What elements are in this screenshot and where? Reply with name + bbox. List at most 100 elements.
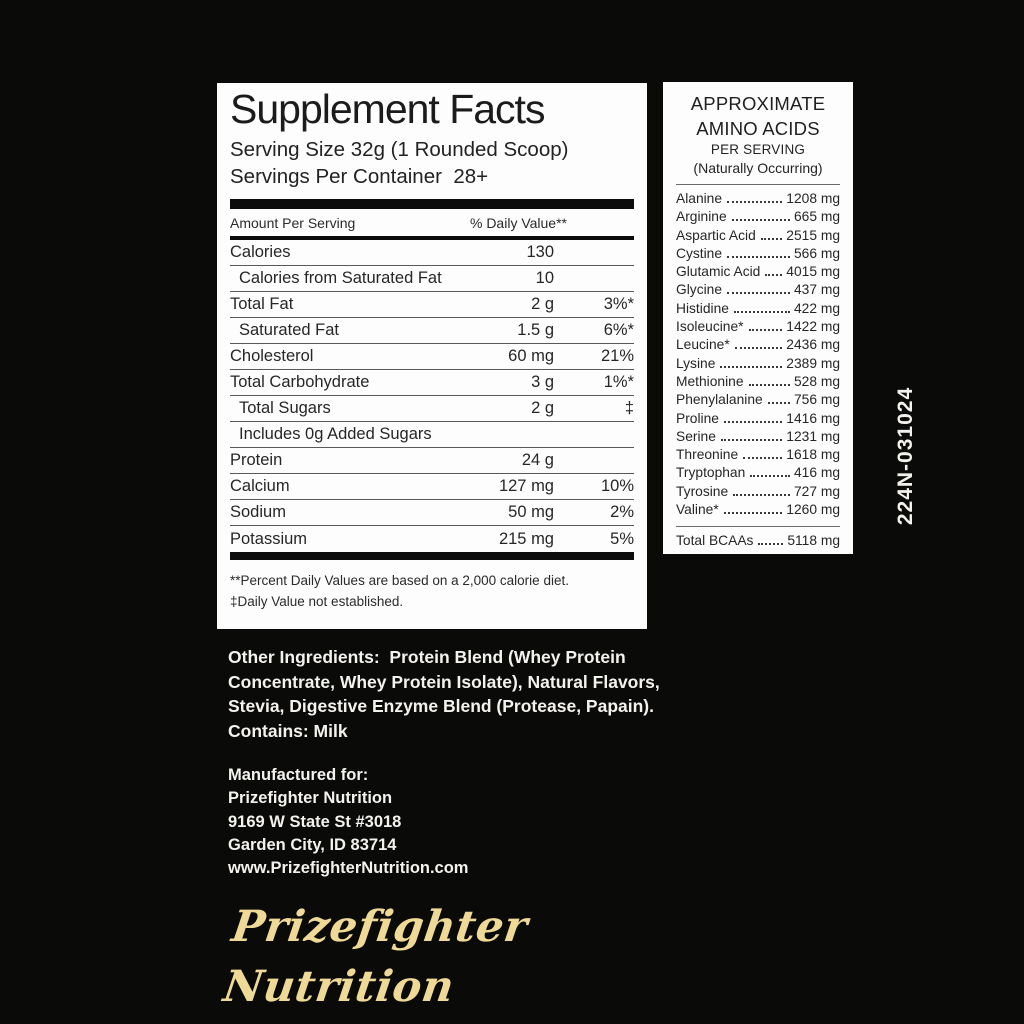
nutrient-label: Calories from Saturated Fat bbox=[239, 269, 442, 287]
amino-acid-amount: 665 mg bbox=[793, 209, 840, 225]
amino-acid-name: Aspartic Acid bbox=[676, 227, 756, 243]
footnote-daily-values: **Percent Daily Values are based on a 2,… bbox=[230, 573, 569, 588]
nutrient-label: Cholesterol bbox=[230, 347, 314, 365]
column-header-amount: Amount Per Serving bbox=[230, 214, 356, 231]
amino-acid-row: Lysine 2389 mg bbox=[676, 356, 840, 374]
nutrient-label: Protein bbox=[230, 451, 283, 469]
amino-acid-row: Alanine 1208 mg bbox=[676, 191, 840, 209]
footnote-dv-not-established: ‡Daily Value not established. bbox=[230, 594, 404, 609]
manufacturer-info: Manufactured for: Prizefighter Nutrition… bbox=[228, 764, 648, 880]
table-column-headers: Amount Per Serving % Daily Value** bbox=[230, 209, 634, 236]
supplement-facts-title: Supplement Facts bbox=[230, 86, 545, 132]
amino-acid-amount: 727 mg bbox=[793, 483, 840, 499]
amino-acid-name: Methionine bbox=[676, 373, 744, 389]
dot-leader bbox=[750, 475, 790, 478]
amino-acid-row: Proline 1416 mg bbox=[676, 411, 840, 429]
nutrient-daily-value: 5% bbox=[610, 529, 634, 548]
amino-acid-name: Glutamic Acid bbox=[676, 264, 761, 280]
nutrient-daily-value: 21% bbox=[600, 347, 634, 365]
product-lot-code: 224N-031024 bbox=[894, 386, 917, 526]
nutrient-label: Calories bbox=[230, 243, 291, 261]
servings-per-container: Servings Per Container 28+ bbox=[230, 165, 489, 188]
serving-size: Serving Size 32g (1 Rounded Scoop) bbox=[230, 138, 569, 161]
amino-acid-amount: 422 mg bbox=[793, 300, 840, 316]
dot-leader bbox=[743, 457, 783, 460]
amino-acid-row: Glycine 437 mg bbox=[676, 282, 840, 300]
amino-title-line2: AMINO ACIDS bbox=[696, 118, 820, 139]
amino-acid-name: Alanine bbox=[676, 191, 723, 206]
amino-acid-row: Serine 1231 mg bbox=[676, 429, 840, 447]
footnotes: **Percent Daily Values are based on a 2,… bbox=[230, 570, 634, 612]
column-header-daily-value: % Daily Value** bbox=[469, 214, 567, 231]
table-row: Saturated Fat 1.5 g 6%* bbox=[230, 318, 634, 344]
other-ingredients-line: Other Ingredients: Protein Blend (Whey P… bbox=[228, 647, 626, 667]
amino-acid-amount: 1208 mg bbox=[786, 191, 840, 206]
nutrient-label: Sodium bbox=[230, 503, 286, 521]
amino-acid-amount: 437 mg bbox=[793, 282, 840, 298]
amino-acid-name: Isoleucine* bbox=[676, 319, 744, 335]
brand-logo-script: Prizefighter Nutrition bbox=[220, 902, 531, 1012]
amino-acid-amount: 1422 mg bbox=[786, 319, 840, 335]
nutrient-amount: 10 bbox=[535, 269, 554, 287]
table-row: Total Sugars 2 g ‡ bbox=[230, 396, 634, 422]
amino-acid-row: Tryptophan 416 mg bbox=[676, 465, 840, 483]
amino-separator-bottom bbox=[676, 526, 840, 528]
amino-acid-row: Leucine* 2436 mg bbox=[676, 337, 840, 355]
divider-bar-bottom bbox=[230, 552, 634, 560]
dot-leader bbox=[748, 383, 790, 386]
amino-acid-row: Tyrosine 727 mg bbox=[676, 484, 840, 502]
amino-acid-row: Phenylalanine 756 mg bbox=[676, 392, 840, 410]
amino-acid-row: Aspartic Acid 2515 mg bbox=[676, 228, 840, 246]
amino-acid-row: Glutamic Acid 4015 mg bbox=[676, 264, 840, 282]
amino-acid-amount: 1231 mg bbox=[786, 428, 840, 444]
amino-acid-row: Cystine 566 mg bbox=[676, 246, 840, 264]
amino-total-label: Total BCAAs bbox=[676, 533, 754, 549]
amino-acid-amount: 416 mg bbox=[793, 465, 840, 481]
dot-leader bbox=[723, 512, 783, 515]
table-row: Total Carbohydrate 3 g 1%* bbox=[230, 370, 634, 396]
dot-leader bbox=[720, 438, 783, 441]
amino-acid-amount: 2389 mg bbox=[786, 355, 840, 371]
table-row: Calcium 127 mg 10% bbox=[230, 474, 634, 500]
dot-leader bbox=[765, 274, 783, 277]
nutrition-table: Calories 130 Calories from Saturated Fat… bbox=[230, 240, 634, 552]
nutrient-label: Saturated Fat bbox=[239, 321, 339, 339]
nutrient-label: Total Carbohydrate bbox=[230, 373, 370, 391]
nutrient-amount: 2 g bbox=[531, 295, 554, 313]
amino-acid-amount: 566 mg bbox=[793, 245, 840, 261]
amino-acid-name: Cystine bbox=[676, 245, 723, 261]
nutrient-amount: 127 mg bbox=[498, 477, 554, 495]
amino-separator-top bbox=[676, 184, 840, 185]
amino-title-line1: APPROXIMATE bbox=[690, 93, 826, 114]
amino-acid-name: Threonine bbox=[676, 447, 739, 463]
other-ingredients-line: Stevia, Digestive Enzyme Blend (Protease… bbox=[228, 696, 654, 717]
amino-subtitle-naturally-occurring: (Naturally Occurring) bbox=[693, 160, 823, 176]
amino-acid-name: Proline bbox=[676, 410, 719, 426]
table-row: Cholesterol 60 mg 21% bbox=[230, 344, 634, 370]
amino-acid-row: Threonine 1618 mg bbox=[676, 447, 840, 465]
dot-leader bbox=[767, 402, 790, 405]
amino-acid-amount: 1618 mg bbox=[786, 447, 840, 463]
amino-acid-row: Histidine 422 mg bbox=[676, 301, 840, 319]
nutrient-daily-value: 10% bbox=[600, 477, 634, 495]
contains-allergen-line: Contains: Milk bbox=[228, 721, 348, 742]
nutrient-amount: 50 mg bbox=[508, 503, 554, 521]
dot-leader bbox=[733, 493, 790, 496]
amino-acid-amount: 2515 mg bbox=[786, 227, 840, 243]
amino-acid-row: Valine* 1260 mg bbox=[676, 502, 840, 520]
amino-acids-panel: APPROXIMATE AMINO ACIDS PER SERVING (Nat… bbox=[663, 82, 853, 554]
dot-leader bbox=[723, 420, 783, 423]
manufacturer-city: Garden City, ID 83714 bbox=[228, 835, 397, 854]
divider-bar-thick bbox=[230, 199, 634, 209]
other-ingredients-text: Other Ingredients: Protein Blend (Whey P… bbox=[228, 645, 688, 744]
amino-acid-name: Serine bbox=[676, 428, 716, 444]
nutrient-amount: 130 bbox=[526, 243, 554, 261]
amino-acid-amount: 1416 mg bbox=[786, 410, 840, 426]
amino-total-amount: 5118 mg bbox=[787, 533, 840, 549]
amino-acid-name: Histidine bbox=[676, 300, 729, 316]
dot-leader bbox=[734, 347, 783, 350]
nutrient-label: Includes 0g Added Sugars bbox=[239, 425, 432, 443]
table-row: Potassium 215 mg 5% bbox=[230, 526, 634, 552]
amino-acid-row: Isoleucine* 1422 mg bbox=[676, 319, 840, 337]
divider-bar-medium bbox=[230, 236, 634, 240]
